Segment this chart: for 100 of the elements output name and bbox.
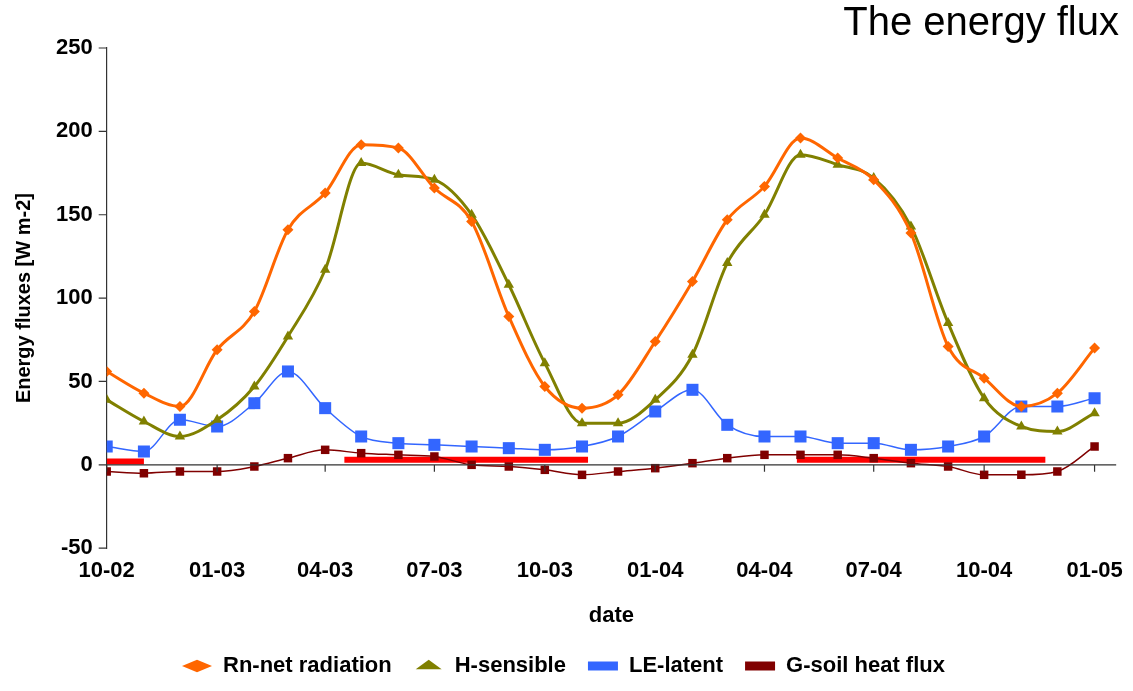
point: [1089, 407, 1100, 417]
point: [1053, 467, 1062, 476]
point: [173, 413, 186, 426]
y-tick-label: 50: [68, 367, 93, 393]
point: [250, 462, 259, 471]
point: [211, 344, 223, 356]
legend-label: H-sensible: [454, 652, 566, 678]
point: [867, 437, 880, 450]
point: [1089, 342, 1101, 354]
point: [758, 430, 771, 443]
point: [649, 335, 661, 347]
point: [942, 440, 955, 453]
point: [392, 437, 405, 450]
point: [248, 305, 260, 317]
point: [282, 224, 294, 236]
point: [942, 340, 954, 352]
legend-label: G-soil heat flux: [786, 652, 946, 678]
point: [282, 330, 294, 340]
x-tick-label: 01-05: [1066, 557, 1123, 583]
point: [796, 450, 805, 460]
point: [248, 397, 261, 410]
point: [794, 132, 806, 144]
point: [137, 445, 150, 458]
point: [905, 227, 917, 239]
point: [428, 438, 441, 451]
y-tick-label: -50: [60, 534, 93, 560]
point: [503, 310, 515, 322]
point: [174, 400, 186, 412]
x-tick-label: 01-04: [627, 557, 685, 583]
y-tick-label: 0: [80, 450, 93, 476]
point: [649, 405, 662, 418]
point: [686, 275, 698, 287]
x-tick-label: 10-03: [516, 557, 573, 583]
point: [833, 450, 842, 460]
point: [1088, 392, 1101, 405]
x-tick-label: 10-04: [956, 557, 1014, 583]
y-tick-label: 250: [55, 34, 93, 60]
point: [831, 437, 844, 450]
point: [211, 413, 223, 423]
point: [869, 453, 878, 463]
point: [392, 142, 404, 154]
point: [978, 392, 990, 402]
point: [868, 174, 880, 186]
point: [760, 450, 769, 460]
point: [355, 157, 367, 167]
point: [319, 402, 332, 415]
point: [1051, 400, 1064, 413]
point: [319, 263, 331, 273]
point: [503, 278, 515, 288]
point: [466, 215, 478, 227]
point: [576, 402, 588, 414]
point: [428, 182, 440, 194]
legend-label: LE-latent: [628, 652, 724, 678]
point: [721, 214, 733, 226]
point: [502, 442, 515, 455]
point: [394, 450, 403, 460]
point: [650, 393, 661, 403]
point: [465, 440, 478, 453]
point: [576, 440, 589, 453]
point: [576, 417, 588, 427]
point: [355, 139, 367, 151]
point: [721, 418, 734, 431]
point: [138, 387, 150, 399]
point: [612, 430, 625, 443]
point: [1051, 387, 1063, 399]
point: [942, 317, 954, 327]
point: [978, 430, 991, 443]
point: [978, 372, 990, 384]
y-tick-label: 100: [55, 284, 93, 310]
x-tick-label: 07-03: [406, 557, 463, 583]
y-axis-title: Energy fluxes [W m-2]: [11, 193, 34, 404]
x-tick-label: 04-03: [297, 557, 354, 583]
point: [904, 443, 917, 456]
point: [281, 365, 294, 378]
chart-title: The energy flux: [843, 0, 1119, 44]
point: [430, 452, 439, 461]
point: [758, 180, 770, 192]
x-tick-label: 07-04: [845, 557, 903, 583]
point: [686, 383, 699, 396]
point: [539, 357, 551, 367]
point: [612, 417, 624, 427]
x-axis-title: date: [588, 601, 635, 627]
point: [1090, 442, 1099, 451]
point: [612, 389, 624, 401]
point: [759, 208, 770, 218]
y-tick-label: 200: [55, 117, 93, 143]
point: [175, 467, 185, 476]
point: [832, 152, 844, 164]
point: [539, 380, 551, 392]
x-tick-label: 10-02: [78, 557, 135, 583]
legend-label: Rn-net radiation: [223, 652, 392, 678]
x-tick-label: 04-04: [736, 557, 794, 583]
point: [722, 257, 733, 267]
point: [319, 187, 331, 199]
x-tick-label: 01-03: [188, 557, 246, 583]
point: [355, 430, 368, 443]
point: [538, 443, 551, 456]
point: [687, 348, 698, 358]
point: [1017, 470, 1026, 480]
point: [723, 453, 732, 463]
